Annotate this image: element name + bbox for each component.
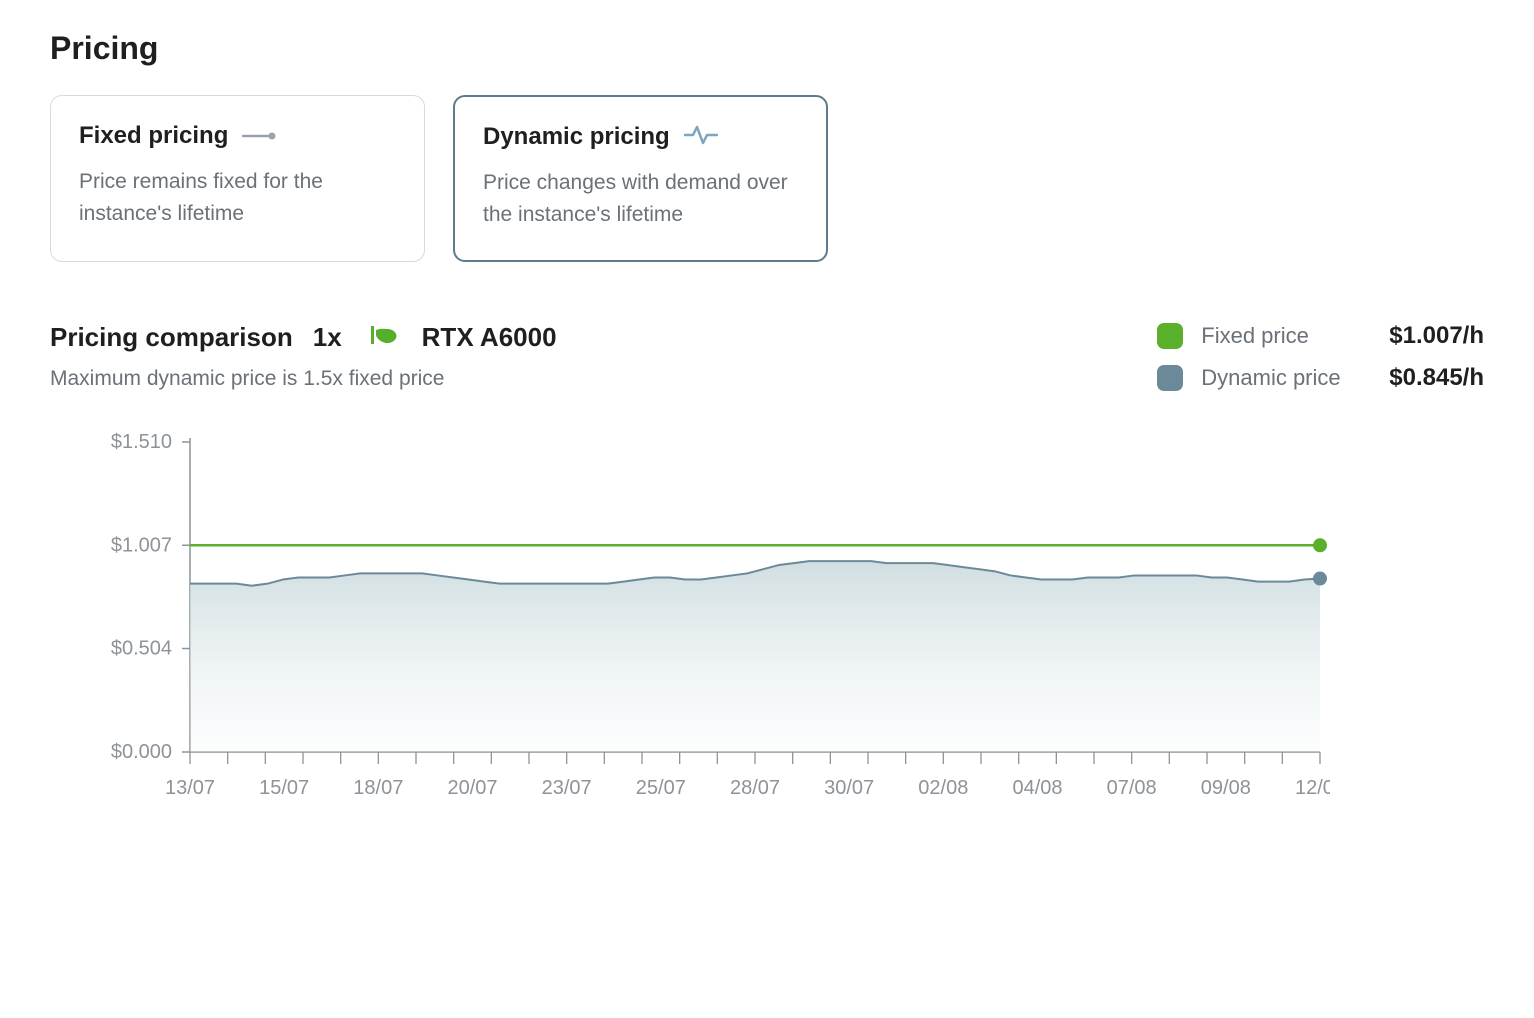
- svg-text:15/07: 15/07: [259, 777, 309, 799]
- svg-text:23/07: 23/07: [542, 777, 592, 799]
- comparison-title: Pricing comparison: [50, 322, 293, 353]
- svg-text:20/07: 20/07: [447, 777, 497, 799]
- svg-text:25/07: 25/07: [636, 777, 686, 799]
- comparison-header: Pricing comparison 1x RTX A6000 Maximum …: [50, 322, 1484, 392]
- comparison-subtitle: Maximum dynamic price is 1.5x fixed pric…: [50, 367, 557, 391]
- pricing-section: Pricing Fixed pricing Price remains fixe…: [0, 0, 1534, 867]
- pricing-cards: Fixed pricing Price remains fixed for th…: [50, 95, 1484, 262]
- svg-text:30/07: 30/07: [824, 777, 874, 799]
- fixed-pricing-card[interactable]: Fixed pricing Price remains fixed for th…: [50, 95, 425, 262]
- fixed-price-swatch: [1157, 323, 1183, 349]
- flat-line-icon: [242, 129, 278, 143]
- card-header: Dynamic pricing: [483, 123, 798, 151]
- pulse-icon: [684, 124, 718, 151]
- legend-fixed: Fixed price $1.007/h: [1157, 322, 1484, 350]
- card-description: Price remains fixed for the instance's l…: [79, 166, 396, 229]
- legend-value: $1.007/h: [1389, 322, 1484, 350]
- legend-label: Dynamic price: [1201, 365, 1371, 391]
- comparison-title-row: Pricing comparison 1x RTX A6000: [50, 322, 557, 353]
- svg-text:09/08: 09/08: [1201, 777, 1251, 799]
- svg-text:02/08: 02/08: [918, 777, 968, 799]
- svg-text:12/08: 12/08: [1295, 777, 1330, 799]
- dynamic-price-swatch: [1157, 365, 1183, 391]
- svg-text:07/08: 07/08: [1107, 777, 1157, 799]
- card-title: Dynamic pricing: [483, 123, 670, 151]
- pricing-chart: $1.510 $1.007 $0.504 $0.000 13/07 15/07 18/07 2…: [90, 432, 1484, 837]
- svg-text:13/07: 13/07: [165, 777, 215, 799]
- gpu-quantity: 1x: [313, 322, 342, 353]
- svg-text:04/08: 04/08: [1012, 777, 1062, 799]
- legend-label: Fixed price: [1201, 323, 1371, 349]
- gpu-name: RTX A6000: [422, 322, 557, 353]
- card-description: Price changes with demand over the insta…: [483, 167, 798, 230]
- svg-text:$1.510: $1.510: [111, 432, 172, 453]
- card-header: Fixed pricing: [79, 122, 396, 150]
- section-title: Pricing: [50, 30, 1484, 67]
- legend-value: $0.845/h: [1389, 364, 1484, 392]
- dynamic-pricing-card[interactable]: Dynamic pricing Price changes with deman…: [453, 95, 828, 262]
- svg-text:28/07: 28/07: [730, 777, 780, 799]
- svg-text:$0.000: $0.000: [111, 741, 172, 763]
- card-title: Fixed pricing: [79, 122, 228, 150]
- svg-text:$0.504: $0.504: [111, 638, 172, 660]
- legend-dynamic: Dynamic price $0.845/h: [1157, 364, 1484, 392]
- nvidia-icon: [362, 322, 402, 353]
- comparison-left: Pricing comparison 1x RTX A6000 Maximum …: [50, 322, 557, 391]
- legend: Fixed price $1.007/h Dynamic price $0.84…: [1157, 322, 1484, 392]
- chart-svg: $1.510 $1.007 $0.504 $0.000 13/07 15/07 18/07 2…: [90, 432, 1330, 832]
- svg-text:18/07: 18/07: [353, 777, 403, 799]
- svg-text:$1.007: $1.007: [111, 534, 172, 556]
